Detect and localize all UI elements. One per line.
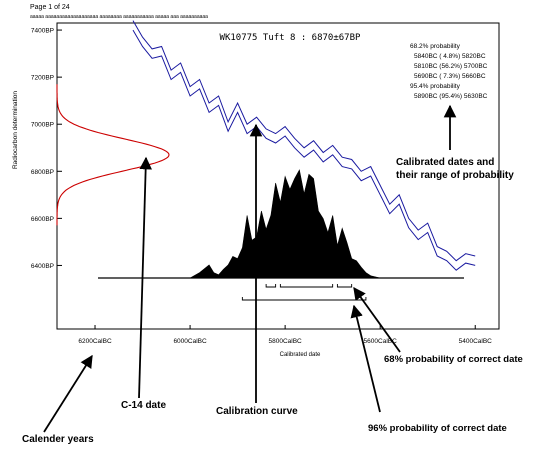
arrow-96-probability xyxy=(350,304,381,413)
label-68-probability: 68% probability of correct date xyxy=(384,354,523,365)
prob-line: 95.4% probability xyxy=(410,83,461,90)
range-68-bracket xyxy=(279,284,334,288)
y-tick-label: 7400BP xyxy=(31,28,54,35)
y-tick-label: 7200BP xyxy=(31,75,54,82)
range-95-bracket xyxy=(241,297,367,301)
range-68-bracket xyxy=(265,284,277,288)
label-c14-date: C-14 date xyxy=(121,400,166,411)
x-axis: 6200CalBC 6000CalBC 5800CalBC 5600CalBC 5400… xyxy=(78,325,492,345)
arrow-68-probability xyxy=(353,286,401,353)
chart-title: WK10775 Tuft 8 : 6870±67BP xyxy=(220,33,361,43)
y-axis-label: Radiocarbon determination xyxy=(12,91,19,169)
label-calibrated-dates-2: their range of probability xyxy=(396,170,514,181)
calibration-curve-band xyxy=(132,20,476,271)
y-tick-label: 6600BP xyxy=(31,216,54,223)
y-tick-label: 6400BP xyxy=(31,263,54,270)
prob-line: 5890BC (95.4%) 5630BC xyxy=(414,93,488,100)
arrow-calendar-years xyxy=(43,354,93,433)
url-line: aaaaa aaaaaaaaaaaaaaaaaaa aaaaaaaa aaaaa… xyxy=(30,14,208,20)
range-68-bracket xyxy=(336,284,353,288)
x-tick-label: 5600CalBC xyxy=(364,338,398,345)
probability-range-brackets xyxy=(241,284,367,301)
x-axis-label: Calibrated date xyxy=(280,352,321,358)
label-calibrated-dates-1: Calibrated dates and xyxy=(396,157,494,168)
probability-text: 68.2% probability 5840BC ( 4.8%) 5820BC … xyxy=(410,43,488,100)
prob-line: 68.2% probability xyxy=(410,43,461,50)
plot-frame xyxy=(56,22,500,330)
calibrated-probability-area xyxy=(189,169,381,279)
prob-line: 5840BC ( 4.8%) 5820BC xyxy=(414,53,486,60)
prob-line: 5690BC ( 7.3%) 5660BC xyxy=(414,73,486,80)
label-calendar-years: Calender years xyxy=(22,434,94,445)
radiocarbon-normal-curve xyxy=(56,84,170,226)
x-tick-label: 6200CalBC xyxy=(78,338,112,345)
calibration-curve-upper xyxy=(132,20,476,262)
label-96-probability: 96% probability of correct date xyxy=(368,423,507,434)
calibrated-distribution xyxy=(189,169,381,279)
y-tick-label: 6800BP xyxy=(31,169,54,176)
annotation-arrows xyxy=(43,104,457,433)
x-tick-label: 6000CalBC xyxy=(173,338,207,345)
x-tick-label: 5400CalBC xyxy=(459,338,493,345)
radiocarbon-distribution xyxy=(56,84,170,226)
label-calibration-curve: Calibration curve xyxy=(216,406,298,417)
calibration-curve-lower xyxy=(132,29,476,271)
prob-line: 5810BC (56.2%) 5700BC xyxy=(414,63,488,70)
page-label: Page 1 of 24 xyxy=(30,4,70,11)
arrow-c14-date xyxy=(138,156,152,399)
y-axis: 7400BP 7200BP 7000BP 6800BP 6600BP 6400BP xyxy=(31,28,62,270)
y-tick-label: 7000BP xyxy=(31,122,54,129)
x-tick-label: 5800CalBC xyxy=(269,338,303,345)
